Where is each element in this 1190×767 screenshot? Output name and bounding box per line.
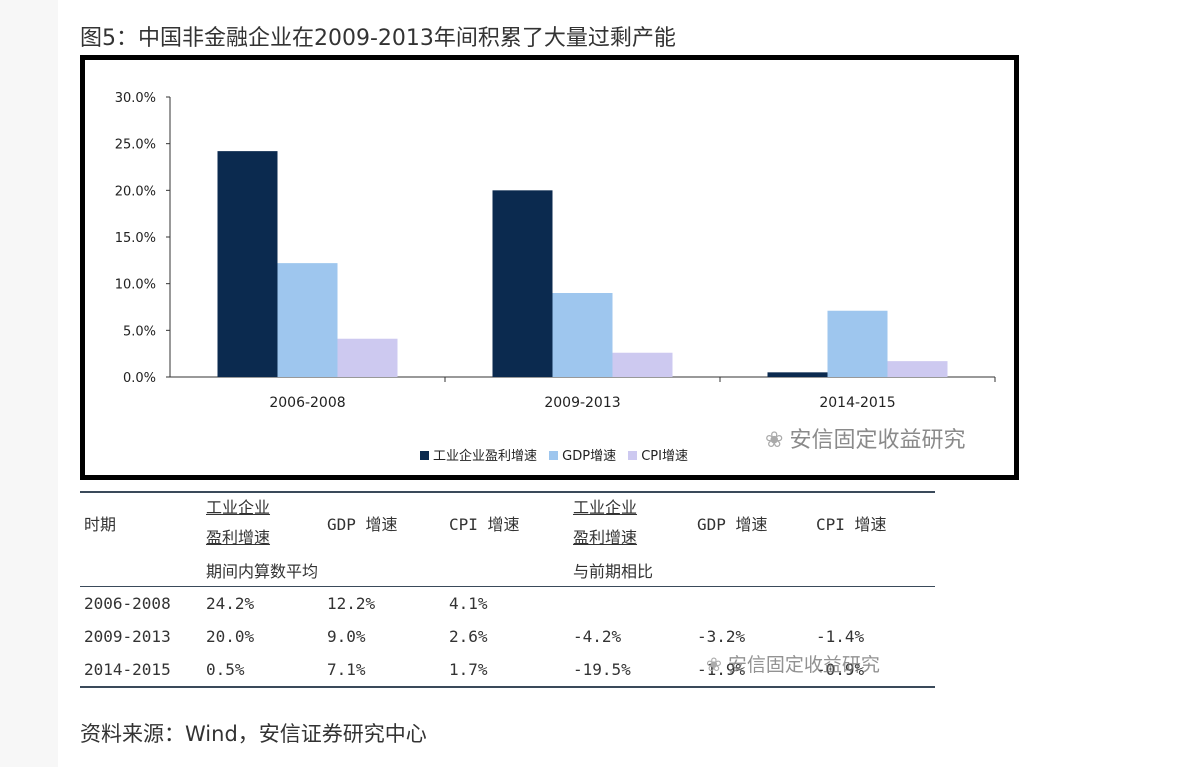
header-line: 工业企业 (573, 498, 638, 517)
y-tick-label: 15.0% (115, 231, 156, 246)
bar-chart: 0.0% 5.0% 10.0% 15.0% 20.0% 25.0% 30.0% 2006-20… (115, 91, 996, 411)
bar-industrial (767, 372, 828, 377)
page-margin (0, 0, 58, 767)
legend-item-industrial: 工业企业盈利增速 (420, 445, 537, 464)
cell-gdp-chg: -1.9% (697, 660, 746, 679)
bar-gdp (552, 293, 613, 377)
legend-item-cpi: CPI增速 (628, 445, 688, 464)
chart-watermark: ❀ 安信固定收益研究 (765, 422, 965, 454)
cell-ind-chg: -4.2% (573, 627, 622, 646)
empty-cell (80, 553, 202, 587)
y-tick-label: 0.0% (123, 371, 156, 386)
bar-cpi (337, 338, 398, 377)
figure-title: 图5：中国非金融企业在2009-2013年间积累了大量过剩产能 (80, 26, 676, 51)
cell-period: 2006-2008 (84, 594, 171, 613)
cell-gdp: 12.2% (327, 594, 376, 613)
header-line: 盈利增速 (573, 528, 638, 547)
cell-period: 2009-2013 (84, 627, 171, 646)
data-table: 时期 工业企业 盈利增速 GDP 增速 CPI 增速 工业企业 盈利增速 GDP… (80, 491, 935, 688)
wechat-icon: ❀ (765, 428, 784, 453)
chart-frame: 0.0% 5.0% 10.0% 15.0% 20.0% 25.0% 30.0% 2006-20… (80, 55, 1019, 480)
cell-gdp-chg: -3.2% (697, 627, 746, 646)
table-header-row: 时期 工业企业 盈利增速 GDP 增速 CPI 增速 工业企业 盈利增速 GDP… (80, 492, 935, 553)
subheader-avg: 期间内算数平均 (206, 561, 319, 581)
table-watermark: ❀ 安信固定收益研究 (706, 650, 880, 677)
cell-gdp: 7.1% (327, 660, 366, 679)
bar-industrial (217, 151, 278, 377)
subheader-yoy: 与前期相比 (573, 561, 654, 581)
header-gdp-chg: GDP 增速 (697, 515, 768, 534)
chart-legend: 工业企业盈利增速 GDP增速 CPI增速 (420, 445, 696, 464)
header-line: 盈利增速 (206, 528, 271, 547)
header-gdp-avg: GDP 增速 (327, 515, 398, 534)
header-cpi-avg: CPI 增速 (449, 515, 520, 534)
legend-label: CPI增速 (641, 449, 688, 464)
header-period: 时期 (84, 515, 117, 534)
table-row: 2006-2008 24.2% 12.2% 4.1% (80, 587, 935, 621)
legend-label: 工业企业盈利增速 (433, 449, 538, 464)
header-industrial-chg: 工业企业 盈利增速 (569, 492, 693, 553)
table-row: 2009-2013 20.0% 9.0% 2.6% -4.2% -3.2% -1… (80, 620, 935, 653)
legend-label: GDP增速 (562, 449, 617, 464)
cell-cpi: 2.6% (449, 627, 488, 646)
y-tick-label: 10.0% (115, 278, 156, 293)
y-tick-label: 20.0% (115, 184, 156, 199)
cell-ind: 24.2% (206, 594, 255, 613)
header-cpi-chg: CPI 增速 (816, 515, 887, 534)
cell-gdp-chg (693, 587, 812, 621)
bar-cpi (887, 361, 948, 377)
x-tick-label: 2009-2013 (544, 395, 620, 411)
bar-gdp (277, 263, 338, 377)
header-industrial-avg: 工业企业 盈利增速 (202, 492, 323, 553)
cell-ind-chg (569, 587, 693, 621)
legend-item-gdp: GDP增速 (549, 445, 616, 464)
table-row: 2014-2015 0.5% 7.1% 1.7% -19.5% -1.9% -0… (80, 653, 935, 687)
cell-gdp: 9.0% (327, 627, 366, 646)
bar-cpi (612, 352, 673, 377)
watermark-text: 安信固定收益研究 (789, 428, 966, 453)
cell-cpi: 4.1% (449, 594, 488, 613)
watermark-text: 安信固定收益研究 (727, 654, 880, 676)
cell-cpi-chg: -1.4% (816, 627, 865, 646)
header-line: 工业企业 (206, 498, 271, 517)
bar-industrial (492, 190, 553, 377)
y-tick-label: 30.0% (115, 91, 156, 106)
cell-cpi-chg (812, 587, 935, 621)
table-subheader-row: 期间内算数平均 与前期相比 (80, 553, 935, 587)
cell-cpi: 1.7% (449, 660, 488, 679)
x-tick-label: 2014-2015 (819, 395, 895, 411)
figure-source: 资料来源：Wind，安信证券研究中心 (80, 722, 427, 746)
cell-ind-chg: -19.5% (573, 660, 631, 679)
wechat-icon: ❀ (706, 654, 722, 676)
cell-ind: 0.5% (206, 660, 245, 679)
y-tick-label: 5.0% (123, 324, 156, 339)
bar-gdp (827, 310, 888, 377)
x-tick-label: 2006-2008 (269, 395, 345, 411)
cell-cpi-chg: -0.9% (816, 660, 865, 679)
cell-period: 2014-2015 (84, 660, 171, 679)
y-tick-label: 25.0% (115, 138, 156, 153)
cell-ind: 20.0% (206, 627, 255, 646)
